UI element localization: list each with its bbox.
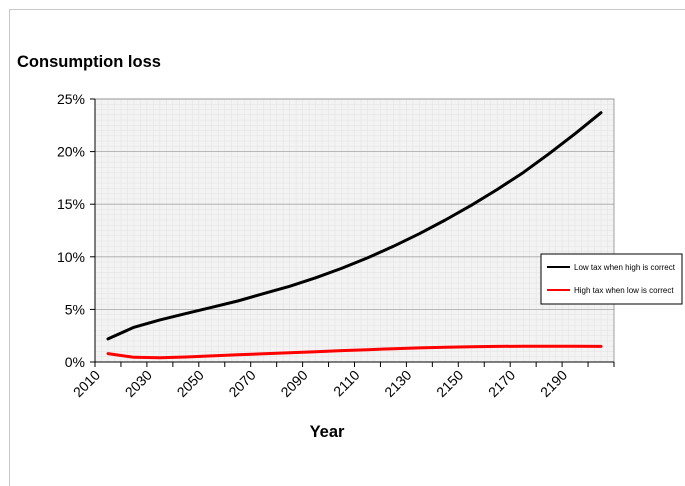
- x-tick-label: 2110: [330, 367, 363, 400]
- x-tick-label: 2030: [122, 367, 155, 400]
- legend-box: [540, 253, 683, 305]
- x-tick-label: 2050: [174, 367, 207, 400]
- x-tick-label: 2130: [381, 367, 414, 400]
- y-tick-label: 10%: [57, 249, 85, 265]
- x-tick-label: 2010: [70, 367, 103, 400]
- chart-frame: [9, 9, 685, 486]
- x-axis: 2010 2030 2050 2070 2090 2110 2130 2150 2170 2190: [70, 361, 615, 400]
- y-tick-label: 25%: [57, 91, 85, 107]
- y-tick-label: 0%: [65, 354, 85, 370]
- y-axis: 0% 5% 10% 15% 20% 25%: [57, 91, 96, 370]
- y-tick-label: 20%: [57, 144, 85, 160]
- y-tick-label: 5%: [65, 301, 85, 317]
- x-tick-label: 2070: [225, 367, 258, 400]
- x-tick-label: 2090: [277, 367, 310, 400]
- y-tick-label: 15%: [57, 196, 85, 212]
- chart-title: Consumption loss: [17, 53, 161, 71]
- x-tick-label: 2190: [537, 367, 570, 400]
- legend: Low tax when high is correct High tax whe…: [540, 253, 683, 305]
- legend-label: High tax when low is correct: [574, 286, 674, 295]
- plot-area: [94, 98, 615, 363]
- series-layer: [106, 111, 603, 360]
- x-tick-label: 2150: [433, 367, 466, 400]
- legend-label: Low tax when high is correct: [574, 263, 676, 272]
- series-line-2: [106, 344, 603, 360]
- x-tick-label: 2170: [485, 367, 518, 400]
- series-line-1: [106, 111, 603, 341]
- x-axis-label: Year: [310, 423, 345, 441]
